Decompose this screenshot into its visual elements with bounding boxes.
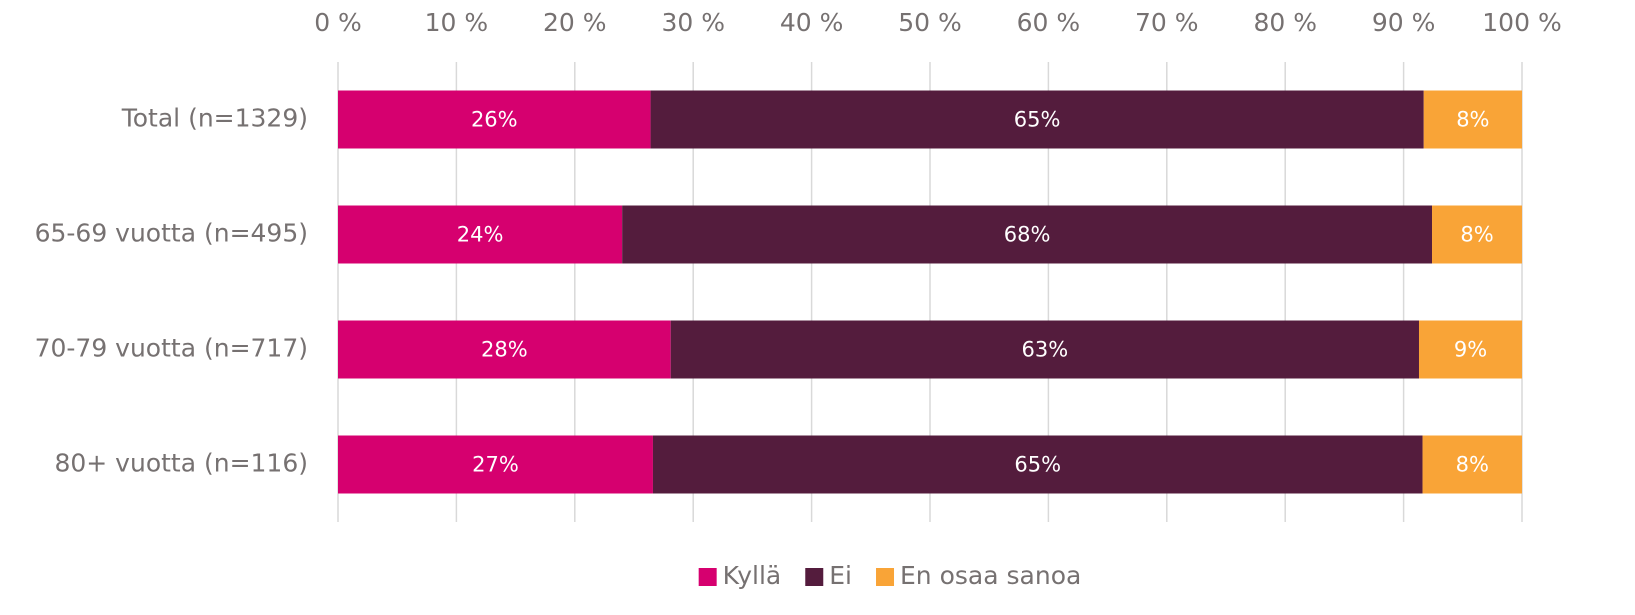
legend-swatch <box>805 568 824 586</box>
data-label: 8% <box>1460 223 1493 247</box>
data-label: 8% <box>1456 108 1489 132</box>
legend-label: En osaa sanoa <box>900 561 1081 590</box>
x-tick-label: 80 % <box>1253 8 1317 37</box>
data-label: 28% <box>481 338 528 362</box>
data-label: 24% <box>457 223 504 247</box>
x-tick-label: 50 % <box>898 8 962 37</box>
x-tick-label: 100 % <box>1482 8 1561 37</box>
bar-segment <box>670 320 1419 379</box>
data-label: 68% <box>1004 223 1051 247</box>
bar-segment <box>622 205 1433 264</box>
x-tick-label: 20 % <box>543 8 607 37</box>
bar-segment <box>1422 435 1522 494</box>
data-label: 65% <box>1014 453 1061 477</box>
bar-segment <box>338 90 651 149</box>
legend-swatch <box>876 568 895 586</box>
y-tick-label: Total (n=1329) <box>121 104 308 133</box>
bar-segment <box>1423 90 1522 149</box>
bar-segment <box>1432 205 1522 264</box>
x-tick-label: 40 % <box>780 8 844 37</box>
x-tick-label: 0 % <box>314 8 362 37</box>
x-tick-label: 70 % <box>1135 8 1199 37</box>
y-tick-label: 80+ vuotta (n=116) <box>54 449 308 478</box>
bar-segment <box>338 320 671 379</box>
bar-segment <box>338 205 623 264</box>
data-label: 27% <box>472 453 519 477</box>
data-label: 9% <box>1454 338 1487 362</box>
bar-segment <box>338 435 653 494</box>
bar-segment <box>1418 320 1522 379</box>
data-label: 65% <box>1014 108 1061 132</box>
x-tick-label: 10 % <box>425 8 489 37</box>
y-tick-label: 65-69 vuotta (n=495) <box>35 219 308 248</box>
data-label: 63% <box>1022 338 1069 362</box>
x-tick-label: 90 % <box>1372 8 1436 37</box>
legend-label: Kyllä <box>723 561 782 590</box>
x-tick-label: 30 % <box>661 8 725 37</box>
legend-swatch <box>698 568 717 586</box>
y-tick-label: 70-79 vuotta (n=717) <box>35 334 308 363</box>
data-label: 26% <box>471 108 518 132</box>
bar-segment <box>650 90 1424 149</box>
x-tick-label: 60 % <box>1017 8 1081 37</box>
legend-label: Ei <box>829 561 852 590</box>
bar-segment <box>652 435 1423 494</box>
data-label: 8% <box>1456 453 1489 477</box>
